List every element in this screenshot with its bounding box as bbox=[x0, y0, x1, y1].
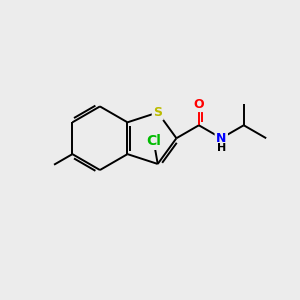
Text: S: S bbox=[153, 106, 162, 119]
Text: O: O bbox=[194, 98, 204, 111]
Text: H: H bbox=[217, 142, 226, 153]
Text: Cl: Cl bbox=[146, 134, 161, 148]
Text: N: N bbox=[216, 132, 226, 145]
